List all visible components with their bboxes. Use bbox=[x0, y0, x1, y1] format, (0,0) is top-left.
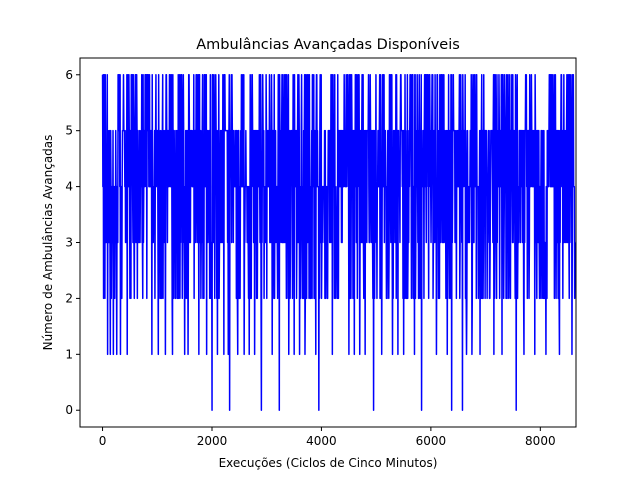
x-axis-title: Execuções (Ciclos de Cinco Minutos) bbox=[219, 456, 438, 470]
y-axis: 0 1 2 3 4 5 6 bbox=[65, 68, 80, 417]
x-tick-label: 6000 bbox=[416, 434, 447, 448]
x-tick-label: 0 bbox=[99, 434, 107, 448]
y-tick-label: 5 bbox=[65, 124, 73, 138]
chart-title: Ambulâncias Avançadas Disponíveis bbox=[196, 37, 460, 53]
y-tick-label: 3 bbox=[65, 236, 73, 250]
y-tick-label: 0 bbox=[65, 403, 73, 417]
y-tick-label: 6 bbox=[65, 68, 73, 82]
x-tick-label: 2000 bbox=[197, 434, 228, 448]
y-axis-title: Número de Ambulâncias Avançadas bbox=[41, 135, 55, 351]
x-tick-label: 8000 bbox=[525, 434, 556, 448]
y-tick-label: 2 bbox=[65, 291, 73, 305]
y-tick-label: 1 bbox=[65, 347, 73, 361]
x-tick-label: 4000 bbox=[306, 434, 337, 448]
y-tick-label: 4 bbox=[65, 180, 73, 194]
series-layer bbox=[101, 74, 576, 411]
x-axis: 0 2000 4000 6000 8000 bbox=[99, 427, 556, 448]
series-line bbox=[101, 74, 576, 411]
